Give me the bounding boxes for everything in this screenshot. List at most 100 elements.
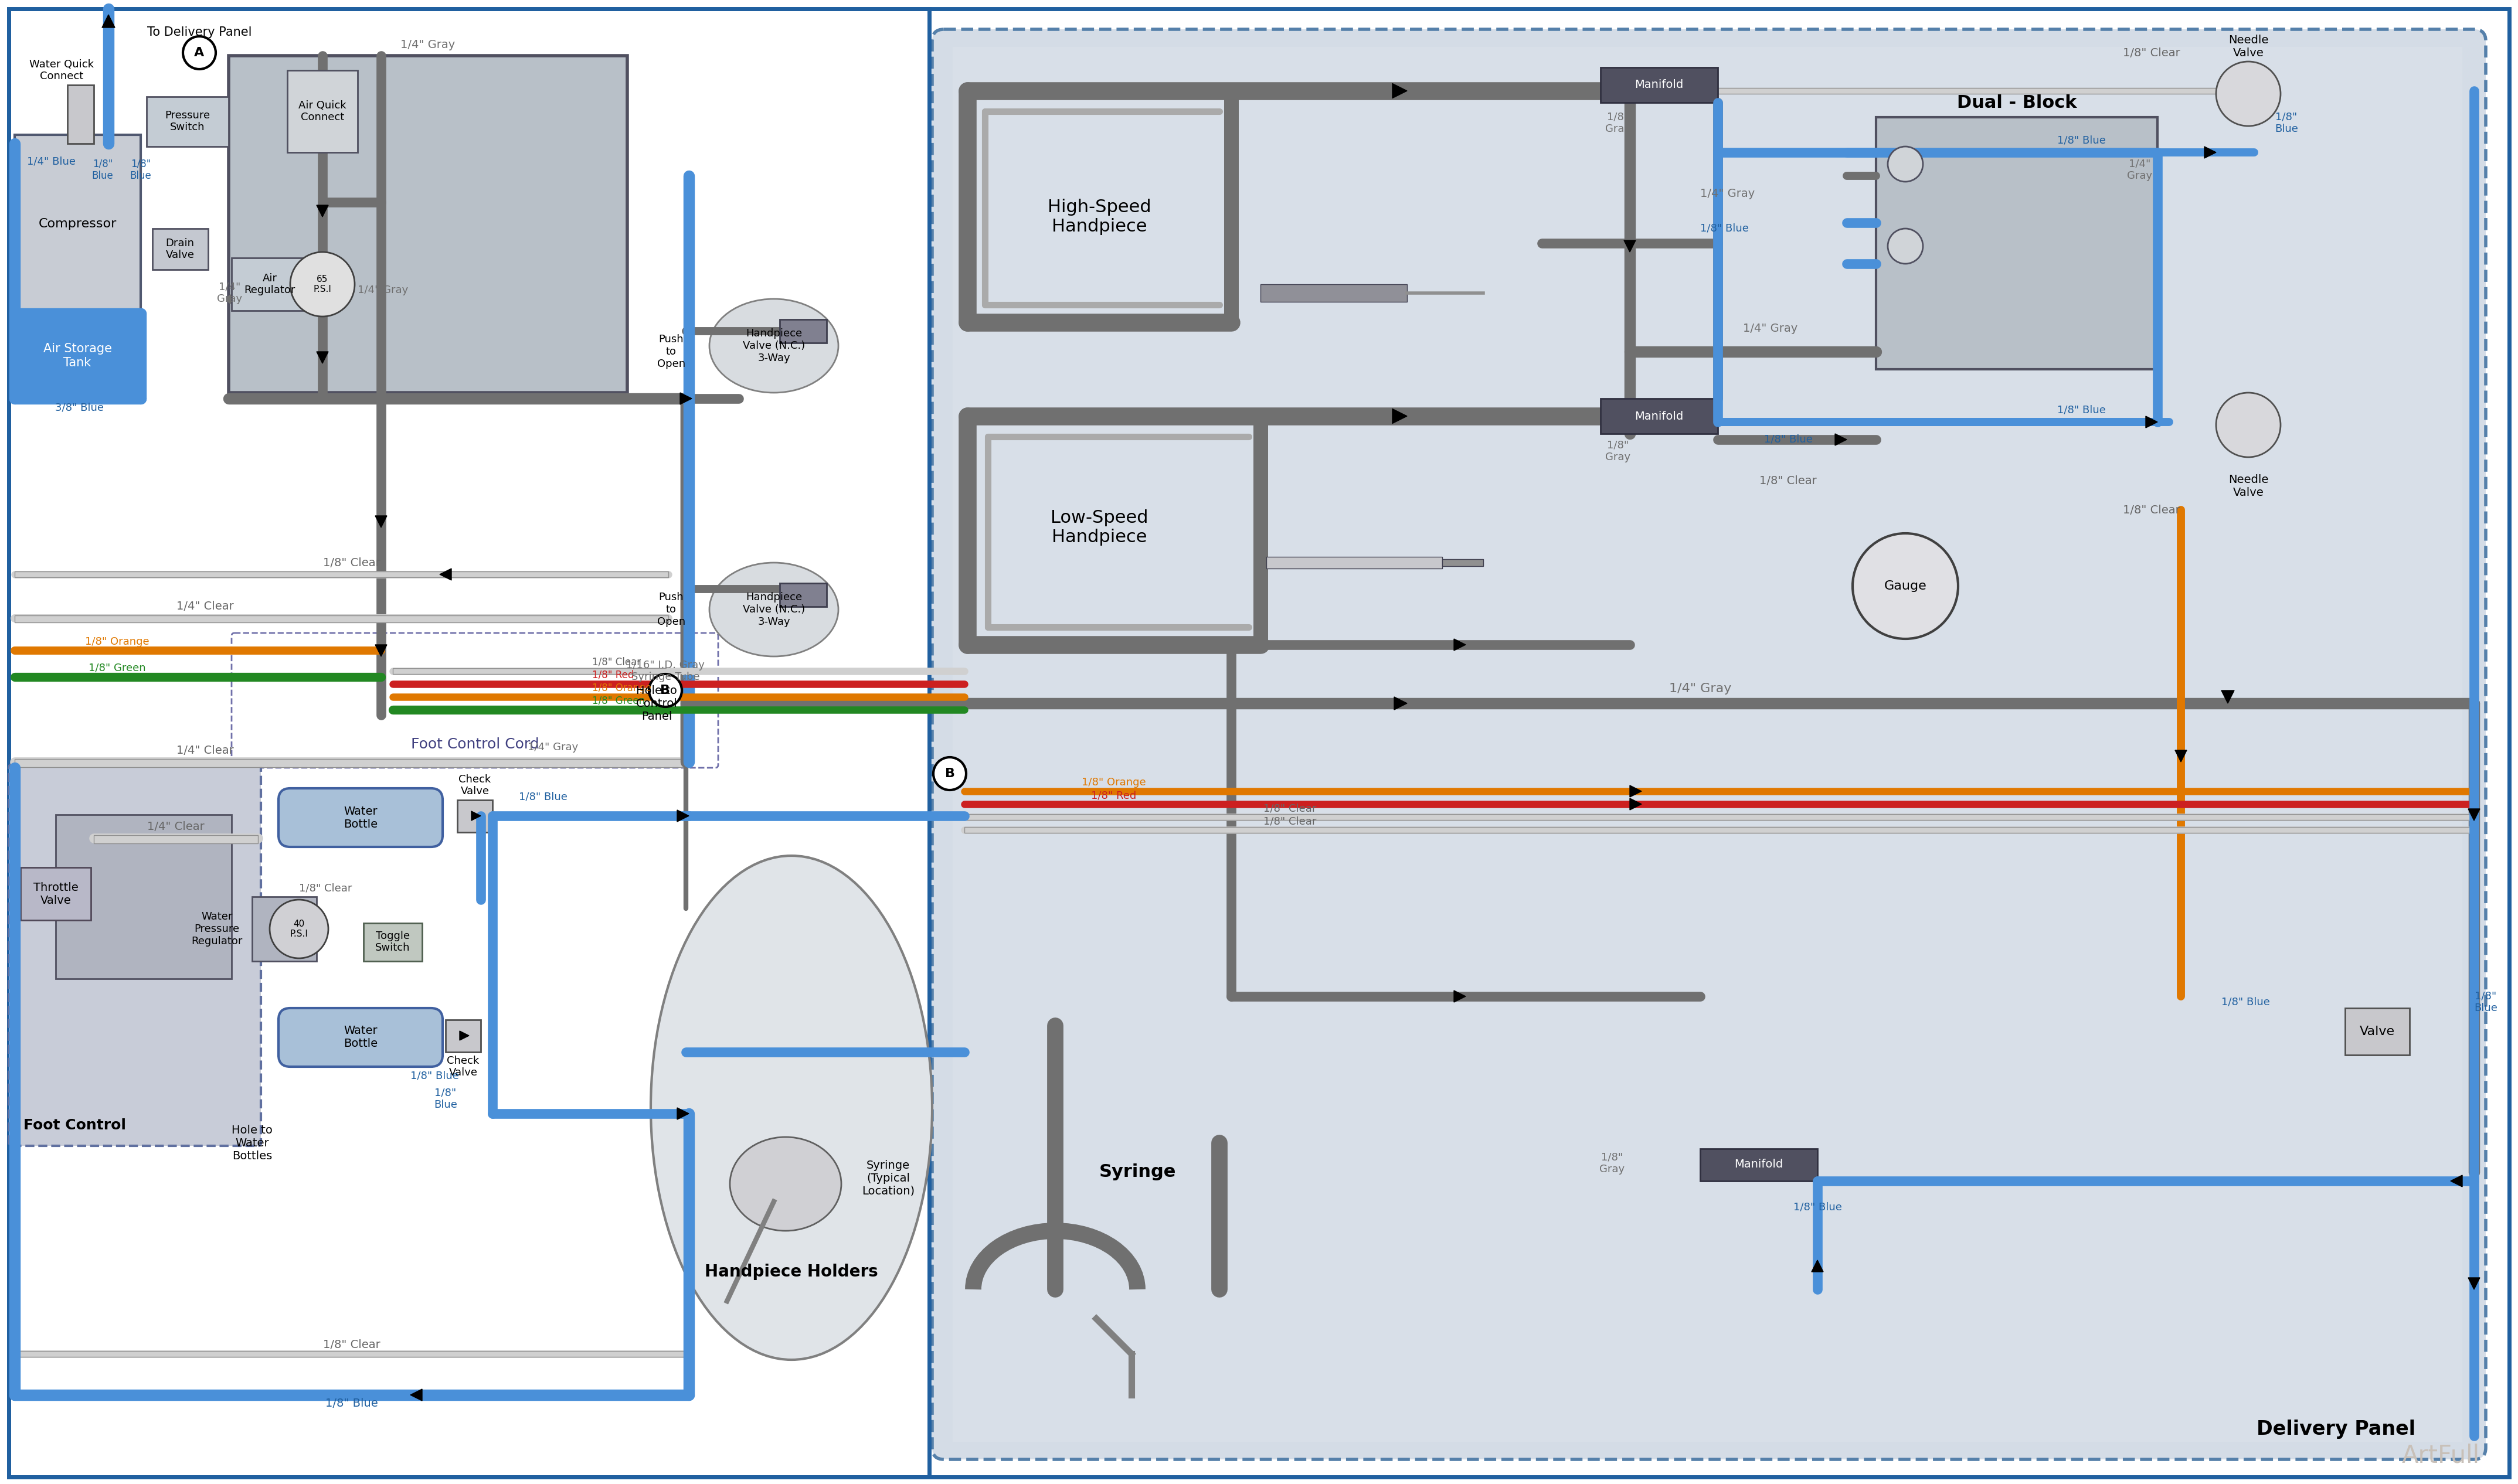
Text: Air Storage
Tank: Air Storage Tank: [43, 343, 111, 368]
Text: 1/4" Gray: 1/4" Gray: [1742, 322, 1798, 334]
Bar: [1267, 556, 1443, 568]
Polygon shape: [317, 352, 327, 364]
Polygon shape: [1392, 83, 1408, 98]
Text: 1/8" Blue: 1/8" Blue: [2221, 997, 2269, 1008]
Polygon shape: [2203, 147, 2216, 159]
Text: 1/8" Clear: 1/8" Clear: [322, 556, 380, 568]
Bar: [8, 9, 929, 1477]
Bar: [20, 868, 91, 920]
Ellipse shape: [650, 856, 932, 1359]
Text: 1/8" Clear: 1/8" Clear: [1264, 803, 1317, 813]
Text: Gauge: Gauge: [1883, 580, 1926, 592]
Polygon shape: [1392, 408, 1408, 423]
Polygon shape: [2468, 1278, 2480, 1290]
Circle shape: [2216, 393, 2281, 457]
Text: 1/4"
Gray: 1/4" Gray: [2128, 159, 2153, 181]
Polygon shape: [471, 812, 481, 821]
Text: A: A: [194, 47, 204, 58]
Text: 3/8" Blue: 3/8" Blue: [55, 402, 103, 413]
Text: 1/8" Blue: 1/8" Blue: [1763, 435, 1813, 445]
Polygon shape: [680, 393, 692, 405]
Bar: [154, 229, 209, 270]
FancyBboxPatch shape: [279, 1008, 443, 1067]
Text: 1/4" Gray: 1/4" Gray: [1700, 188, 1755, 199]
Polygon shape: [1629, 798, 1642, 810]
Text: 1/16" I.D. Gray
Syringe Tube: 1/16" I.D. Gray Syringe Tube: [627, 660, 705, 683]
Polygon shape: [677, 1107, 690, 1119]
Text: Water
Bottle: Water Bottle: [342, 1025, 378, 1049]
Bar: [964, 827, 2475, 833]
Polygon shape: [677, 810, 690, 822]
Polygon shape: [1395, 697, 1408, 709]
Text: 1/8" Clear: 1/8" Clear: [2123, 505, 2181, 515]
Polygon shape: [375, 516, 388, 527]
Text: High-Speed
Handpiece: High-Speed Handpiece: [1047, 199, 1151, 234]
Polygon shape: [461, 1031, 468, 1040]
Text: Air Quick
Connect: Air Quick Connect: [300, 99, 347, 123]
Text: 1/8" Green: 1/8" Green: [592, 696, 645, 706]
Polygon shape: [2176, 751, 2186, 761]
Text: 1/8"
Blue: 1/8" Blue: [2475, 991, 2498, 1014]
Text: ArtFull: ArtFull: [2402, 1444, 2480, 1468]
Text: Manifold: Manifold: [1634, 411, 1685, 421]
Text: 1/8"
Blue: 1/8" Blue: [91, 159, 113, 181]
Text: Check
Valve: Check Valve: [458, 775, 491, 797]
Polygon shape: [1836, 433, 1846, 445]
Text: Syringe
(Typical
Location): Syringe (Typical Location): [861, 1159, 914, 1196]
Text: 1/4" Clear: 1/4" Clear: [146, 821, 204, 833]
Bar: [781, 319, 826, 343]
Bar: [15, 616, 667, 622]
Text: 1/4" Gray: 1/4" Gray: [358, 285, 408, 295]
Text: 1/8" Orange: 1/8" Orange: [592, 683, 652, 693]
Circle shape: [1853, 533, 1959, 638]
Text: 1/8" Blue: 1/8" Blue: [2057, 135, 2105, 145]
Text: 1/8" Orange: 1/8" Orange: [86, 637, 149, 647]
Bar: [15, 758, 690, 767]
Text: Foot Control Cord: Foot Control Cord: [410, 738, 539, 751]
Text: 65
P.S.I: 65 P.S.I: [312, 275, 332, 294]
Text: 1/8" Clear: 1/8" Clear: [322, 1340, 380, 1350]
Text: 1/8" Clear: 1/8" Clear: [1760, 475, 1818, 487]
Text: B: B: [660, 684, 670, 696]
Text: 1/4" Clear: 1/4" Clear: [176, 601, 234, 613]
Text: Valve: Valve: [2359, 1025, 2395, 1037]
Polygon shape: [2450, 1175, 2463, 1187]
Text: Pressure
Switch: Pressure Switch: [166, 110, 209, 132]
Text: 1/8" Blue: 1/8" Blue: [2057, 405, 2105, 416]
Bar: [1601, 67, 1717, 102]
Text: 1/4" Gray: 1/4" Gray: [1669, 683, 1732, 695]
Bar: [1262, 285, 1408, 301]
Text: Needle
Valve: Needle Valve: [2228, 475, 2269, 499]
Text: 1/8" Clear: 1/8" Clear: [300, 883, 353, 893]
Text: Throttle
Valve: Throttle Valve: [33, 881, 78, 905]
Text: 1/4" Gray: 1/4" Gray: [529, 742, 579, 752]
Bar: [458, 800, 494, 833]
Bar: [15, 135, 141, 313]
Text: B: B: [944, 767, 954, 779]
Circle shape: [650, 674, 682, 706]
Bar: [2344, 1008, 2410, 1055]
Text: 1/8"
Blue: 1/8" Blue: [2274, 111, 2299, 135]
FancyBboxPatch shape: [932, 30, 2485, 1459]
Text: Low-Speed
Handpiece: Low-Speed Handpiece: [1050, 509, 1148, 546]
Text: 1/8" Clear: 1/8" Clear: [592, 657, 642, 668]
Bar: [229, 56, 627, 393]
Text: Toggle
Switch: Toggle Switch: [375, 930, 410, 953]
Ellipse shape: [710, 298, 838, 393]
Polygon shape: [2145, 416, 2158, 427]
Text: 1/8" Clear: 1/8" Clear: [2123, 47, 2181, 58]
Text: 1/8" Red: 1/8" Red: [592, 669, 635, 681]
Text: 1/8" Orange: 1/8" Orange: [1083, 778, 1146, 788]
Text: Push
to
Open: Push to Open: [657, 592, 685, 628]
Text: Dual - Block: Dual - Block: [1956, 93, 2077, 111]
Bar: [287, 70, 358, 153]
FancyBboxPatch shape: [279, 788, 443, 847]
Bar: [393, 668, 667, 674]
Text: Needle
Valve: Needle Valve: [2228, 34, 2269, 59]
Bar: [1601, 399, 1717, 433]
Text: Check
Valve: Check Valve: [448, 1055, 478, 1077]
Text: 1/8" Blue: 1/8" Blue: [1700, 223, 1747, 234]
Text: 1/8" Blue: 1/8" Blue: [1793, 1202, 1841, 1212]
Text: 1/8"
Blue: 1/8" Blue: [433, 1088, 458, 1110]
Bar: [252, 896, 317, 962]
